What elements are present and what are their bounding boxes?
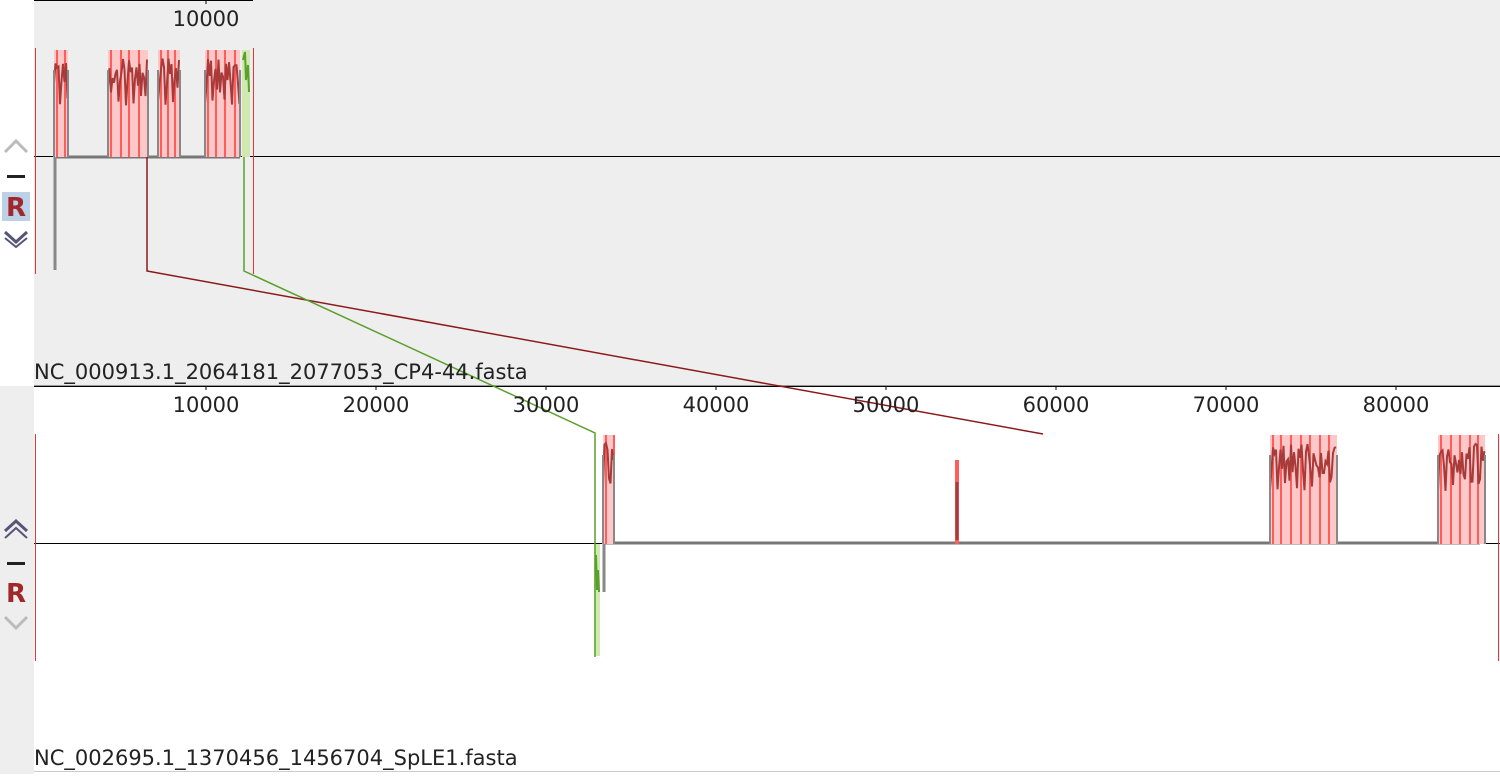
- lcb-profile: [1437, 442, 1486, 491]
- lcb-stripe: [120, 50, 122, 157]
- lcb-stripe: [605, 435, 607, 544]
- ruler-label: 60000: [1023, 393, 1090, 417]
- lcb-connector: [243, 157, 596, 657]
- ruler-label: 10000: [173, 393, 240, 417]
- lcb-stripe: [1459, 435, 1461, 544]
- minus-icon[interactable]: [7, 175, 25, 178]
- lcb-stripe: [1290, 435, 1292, 544]
- lcb-profile: [107, 58, 148, 106]
- lcb-profile: [1269, 443, 1337, 491]
- lcb-profile: [204, 59, 241, 105]
- lcb-stripe: [234, 50, 236, 157]
- lcb-stripe: [1309, 435, 1311, 544]
- lcb-connector: [146, 157, 1044, 435]
- move-down-icon[interactable]: [3, 615, 29, 631]
- lcb-stripe: [138, 50, 140, 157]
- ruler-label: 50000: [853, 393, 920, 417]
- panel-1-background: [34, 0, 1500, 385]
- move-up-icon[interactable]: [3, 138, 29, 154]
- lcb-stripe: [1450, 435, 1452, 544]
- lcb-stripe: [1328, 435, 1330, 544]
- lcb-stripe: [110, 50, 112, 157]
- lcb-stripe: [1477, 435, 1479, 544]
- lcb-stripe: [174, 50, 176, 157]
- lcb-stripe: [64, 50, 66, 157]
- ruler-label: 70000: [1193, 393, 1260, 417]
- genome-name: NC_002695.1_1370456_1456704_SpLE1.fasta: [34, 746, 518, 771]
- lcb-stripe: [1272, 435, 1274, 544]
- lcb-stripe: [1440, 435, 1442, 544]
- lcb-profile-green: [595, 554, 600, 593]
- minus-icon[interactable]: [7, 562, 25, 565]
- move-down-icon[interactable]: [3, 230, 29, 245]
- move-up-icon[interactable]: [3, 518, 29, 533]
- panel-2-sidebar: [0, 386, 34, 774]
- lcb-stripe: [1280, 435, 1282, 544]
- lcb-stripe: [167, 50, 169, 157]
- lcb-stripe: [207, 50, 209, 157]
- lcb-profile: [602, 441, 615, 487]
- ruler-label: 10000: [173, 7, 240, 31]
- lcb-stripe: [128, 50, 130, 157]
- lcb-stripe: [160, 50, 162, 157]
- lcb-block-green: [242, 50, 250, 157]
- lcb-stripe: [224, 50, 226, 157]
- lcb-block-green: [594, 544, 600, 656]
- move-up-icon[interactable]: [4, 526, 28, 539]
- ruler-label: 40000: [683, 393, 750, 417]
- lcb-stripe: [56, 50, 58, 157]
- ruler-label: 20000: [343, 393, 410, 417]
- similarity-profiles: [53, 50, 1486, 656]
- lcb-stripe: [1469, 435, 1471, 544]
- lcb-stripe: [1319, 435, 1321, 544]
- lcb-block: [603, 435, 614, 544]
- reference-button[interactable]: R: [6, 193, 26, 223]
- lcb-stripe: [215, 50, 217, 157]
- lcb-profile: [53, 62, 69, 105]
- ruler-label: 80000: [1363, 393, 1430, 417]
- genome-name: NC_000913.1_2064181_2077053_CP4-44.fasta: [34, 360, 528, 385]
- move-down-icon[interactable]: [4, 237, 28, 249]
- lcb-profile-green: [242, 51, 250, 93]
- reference-button[interactable]: R: [6, 579, 26, 609]
- ruler-label: 30000: [513, 393, 580, 417]
- reference-highlight: [2, 192, 30, 221]
- lcb-stripe: [1300, 435, 1302, 544]
- lcb-profile: [157, 58, 180, 105]
